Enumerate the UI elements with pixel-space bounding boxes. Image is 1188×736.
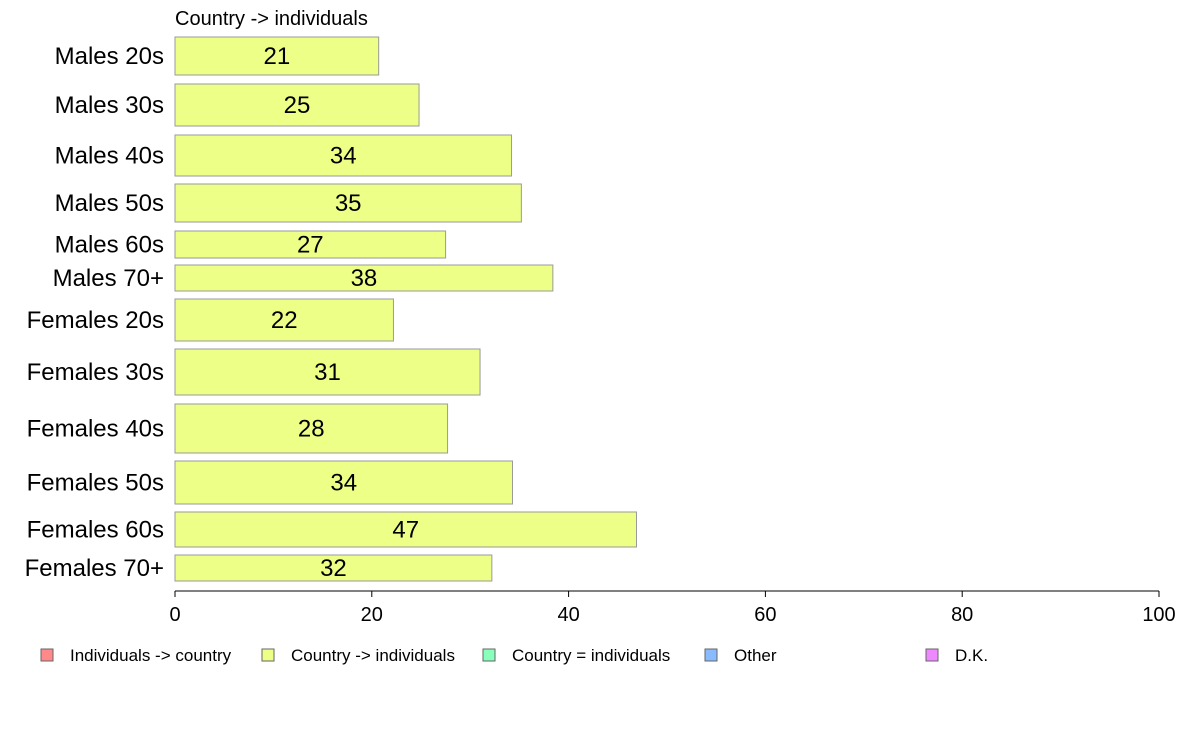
category-label: Males 70+ bbox=[53, 265, 164, 292]
legend-label: D.K. bbox=[955, 646, 988, 665]
legend-label: Other bbox=[734, 646, 777, 665]
bar bbox=[174, 264, 554, 292]
data-label: 34 bbox=[330, 143, 357, 170]
bar bbox=[174, 83, 420, 127]
bar bbox=[174, 348, 481, 396]
legend-swatch bbox=[261, 648, 275, 662]
data-label: 35 bbox=[335, 190, 362, 217]
data-label: 27 bbox=[297, 232, 324, 259]
data-label: 22 bbox=[271, 307, 298, 334]
data-label: 28 bbox=[298, 416, 325, 443]
data-label: 21 bbox=[263, 43, 290, 70]
x-tick-label: 0 bbox=[169, 604, 180, 626]
data-label: 47 bbox=[392, 517, 419, 544]
legend: Individuals -> country Country -> individ… bbox=[40, 646, 988, 665]
legend-swatch bbox=[40, 648, 54, 662]
category-label: Females 50s bbox=[27, 470, 164, 497]
data-label: 31 bbox=[314, 359, 341, 386]
bar bbox=[174, 460, 514, 505]
x-tick-label: 60 bbox=[754, 604, 776, 626]
bar bbox=[174, 511, 637, 548]
x-tick-label: 20 bbox=[361, 604, 383, 626]
x-tick-label: 80 bbox=[951, 604, 973, 626]
category-label: Females 30s bbox=[27, 359, 164, 386]
legend-label: Country -> individuals bbox=[291, 646, 455, 665]
bar bbox=[174, 230, 447, 259]
category-label: Males 60s bbox=[55, 232, 164, 259]
category-label: Females 70+ bbox=[25, 555, 164, 582]
category-label: Females 60s bbox=[27, 517, 164, 544]
data-label: 25 bbox=[284, 92, 311, 119]
data-label: 38 bbox=[351, 265, 378, 292]
legend-swatch bbox=[704, 648, 718, 662]
bar-group: Males 20s 21 Males 30s 25 Males 40s 34 Males 5… bbox=[25, 36, 637, 582]
bar bbox=[174, 134, 513, 177]
bar bbox=[174, 183, 522, 223]
legend-label: Country = individuals bbox=[512, 646, 670, 665]
x-tick-label: 100 bbox=[1142, 604, 1175, 626]
category-label: Males 40s bbox=[55, 143, 164, 170]
data-label: 32 bbox=[320, 555, 347, 582]
chart-title: Country -> individuals bbox=[175, 8, 368, 30]
legend-swatch bbox=[482, 648, 496, 662]
bar bbox=[174, 554, 493, 582]
legend-label: Individuals -> country bbox=[70, 646, 232, 665]
data-label: 34 bbox=[330, 470, 357, 497]
x-tick-label: 40 bbox=[557, 604, 579, 626]
category-label: Males 20s bbox=[55, 43, 164, 70]
bar bbox=[174, 298, 394, 342]
category-label: Males 30s bbox=[55, 92, 164, 119]
bar bbox=[174, 403, 449, 454]
bar bbox=[174, 36, 380, 76]
x-axis: 0 20 40 60 80 100 bbox=[169, 590, 1176, 626]
category-label: Females 40s bbox=[27, 416, 164, 443]
legend-swatch bbox=[925, 648, 939, 662]
category-label: Males 50s bbox=[55, 190, 164, 217]
category-label: Females 20s bbox=[27, 307, 164, 334]
